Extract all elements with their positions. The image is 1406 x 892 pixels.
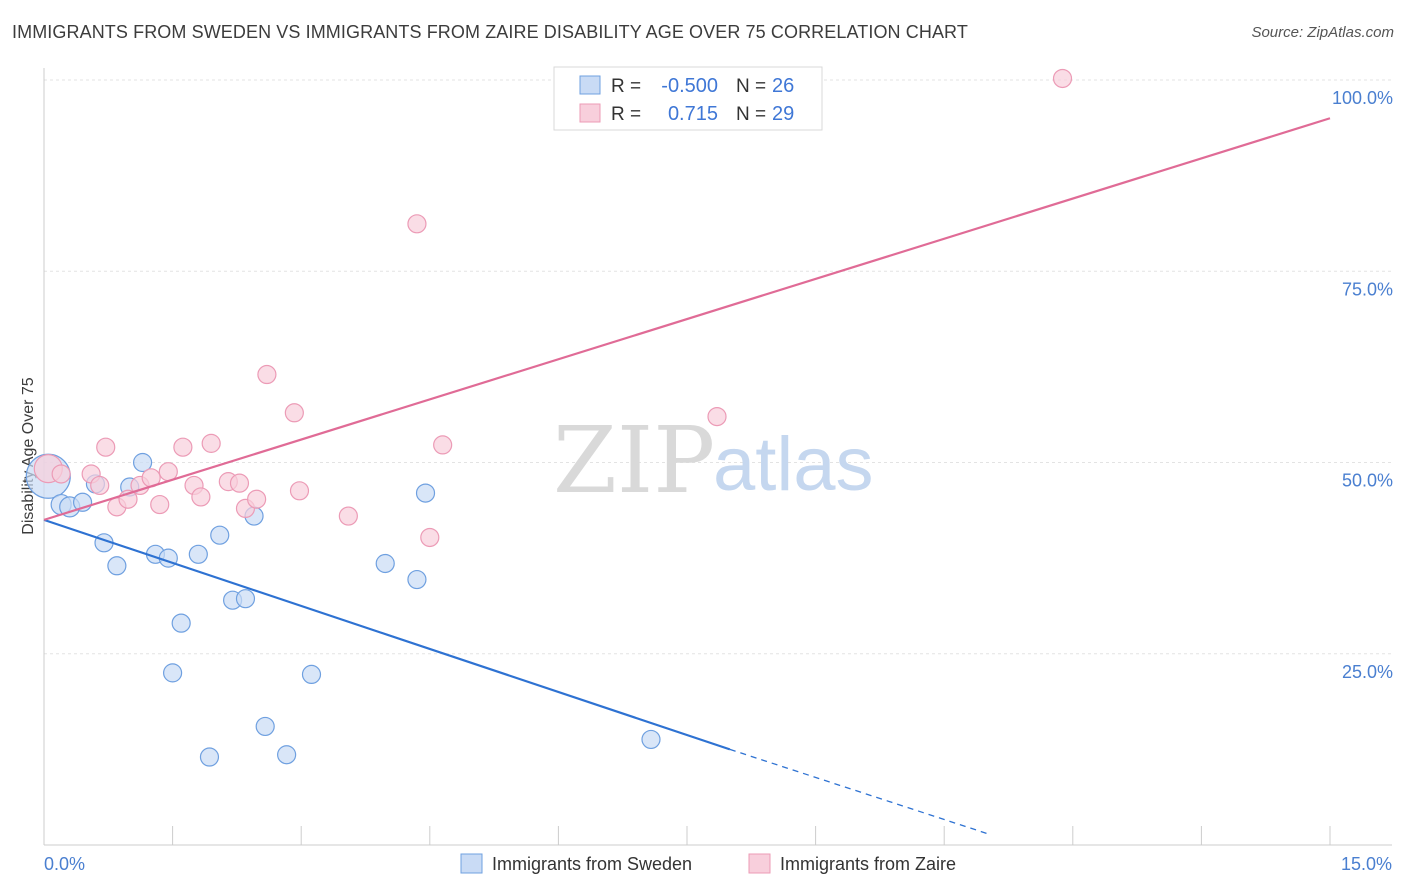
point-zaire-26 [707,407,727,427]
legend-n-value-sweden: 26 [772,75,794,97]
point-zaire-21 [289,481,310,501]
point-sweden-20 [277,745,297,765]
series-legend: Immigrants from Sweden Immigrants from Z… [460,853,956,874]
watermark: ZIP atlas [553,407,874,514]
point-zaire-9 [150,494,170,515]
point-zaire-27 [1052,68,1073,89]
trend-line-sweden [43,518,731,751]
trend-lines [43,117,1331,835]
point-sweden-24 [415,483,436,503]
legend-n-label-zaire: N = [736,104,766,125]
y-tick-label-100: 100.0% [1332,88,1393,108]
stats-legend: R = -0.500 N = 26 R = 0.715 N = 29 [553,66,823,131]
trend-line-extension-sweden [729,748,988,835]
legend-r-value-sweden: -0.500 [661,75,718,97]
point-zaire-18 [247,489,267,509]
point-zaire-14 [201,433,221,453]
trend-line-zaire [43,117,1331,521]
legend-r-label-sweden: R = [611,76,641,97]
chart-title: IMMIGRANTS FROM SWEDEN VS IMMIGRANTS FRO… [12,22,968,42]
bottom-legend-label-zaire: Immigrants from Zaire [780,854,956,874]
bottom-legend-swatch-zaire [748,853,771,874]
gridlines [44,79,1392,655]
point-zaire-25 [433,435,453,455]
watermark-zip: ZIP [553,407,715,514]
point-sweden-12 [171,613,191,633]
point-zaire-23 [407,214,427,234]
x-tick-label-left: 0.0% [44,854,85,874]
point-zaire-4 [96,437,116,457]
point-zaire-22 [338,506,358,526]
point-sweden-6 [107,556,127,576]
y-tick-labels: 25.0% 50.0% 75.0% 100.0% [1332,88,1393,682]
point-zaire-16 [229,473,250,493]
y-tick-label-25: 25.0% [1342,662,1393,682]
point-zaire-24 [420,527,440,548]
legend-r-label-zaire: R = [611,104,641,125]
point-sweden-13 [188,544,208,564]
point-sweden-23 [407,569,427,590]
point-zaire-19 [257,364,277,385]
point-sweden-25 [641,729,661,750]
point-zaire-20 [284,403,304,423]
point-sweden-17 [235,589,256,609]
point-sweden-19 [255,716,275,737]
watermark-atlas: atlas [713,422,874,507]
legend-n-value-zaire: 29 [772,103,794,125]
point-sweden-8 [132,452,153,473]
point-sweden-15 [210,525,230,545]
x-tick-label-right: 15.0% [1341,854,1392,874]
legend-r-value-zaire: 0.715 [668,103,718,125]
point-zaire-1 [51,464,71,484]
point-sweden-22 [375,553,395,574]
point-zaire-3 [90,475,110,496]
point-sweden-14 [199,747,220,767]
point-zaire-13 [191,487,211,507]
legend-n-label-sweden: N = [736,76,766,97]
y-tick-label-50: 50.0% [1342,471,1393,491]
source-label: Source: ZipAtlas.com [1251,24,1394,41]
point-sweden-21 [301,664,322,685]
point-sweden-11 [163,663,183,683]
point-zaire-11 [173,437,193,457]
x-ticks [172,826,1331,845]
bottom-legend-label-sweden: Immigrants from Sweden [492,854,692,874]
y-axis-label: Disability Age Over 75 [20,377,37,535]
series-zaire-points [33,68,1073,548]
y-tick-label-75: 75.0% [1342,279,1393,299]
bottom-legend-swatch-sweden [460,853,483,874]
legend-swatch-sweden [579,75,601,95]
legend-swatch-zaire [579,103,601,123]
